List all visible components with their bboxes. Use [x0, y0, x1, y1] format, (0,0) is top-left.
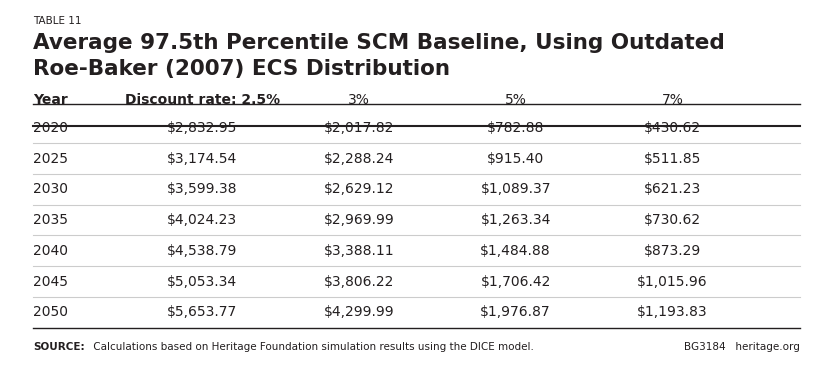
Text: Discount rate: 2.5%: Discount rate: 2.5%: [125, 93, 280, 107]
Text: 2050: 2050: [33, 305, 68, 319]
Text: $1,193.83: $1,193.83: [637, 305, 708, 319]
Text: $3,174.54: $3,174.54: [167, 152, 238, 166]
Text: $621.23: $621.23: [644, 182, 701, 196]
Text: $730.62: $730.62: [644, 213, 701, 227]
Text: BG3184   heritage.org: BG3184 heritage.org: [685, 342, 800, 352]
Text: Year: Year: [33, 93, 68, 107]
Text: 2020: 2020: [33, 121, 68, 135]
Text: $1,015.96: $1,015.96: [637, 275, 708, 289]
Text: $2,017.82: $2,017.82: [323, 121, 394, 135]
Text: $511.85: $511.85: [644, 152, 701, 166]
Text: $1,089.37: $1,089.37: [480, 182, 551, 196]
Text: $873.29: $873.29: [644, 244, 701, 258]
Text: TABLE 11: TABLE 11: [33, 16, 82, 26]
Text: $2,288.24: $2,288.24: [323, 152, 394, 166]
Text: Calculations based on Heritage Foundation simulation results using the DICE mode: Calculations based on Heritage Foundatio…: [90, 342, 534, 352]
Text: $4,538.79: $4,538.79: [167, 244, 238, 258]
Text: $1,484.88: $1,484.88: [480, 244, 551, 258]
Text: 2030: 2030: [33, 182, 68, 196]
Text: 2045: 2045: [33, 275, 68, 289]
Text: 7%: 7%: [662, 93, 683, 107]
Text: $915.40: $915.40: [487, 152, 544, 166]
Text: $4,024.23: $4,024.23: [167, 213, 238, 227]
Text: SOURCE:: SOURCE:: [33, 342, 85, 352]
Text: 5%: 5%: [505, 93, 526, 107]
Text: $2,969.99: $2,969.99: [323, 213, 394, 227]
Text: 2040: 2040: [33, 244, 68, 258]
Text: $2,832.95: $2,832.95: [167, 121, 238, 135]
Text: Roe-Baker (2007) ECS Distribution: Roe-Baker (2007) ECS Distribution: [33, 59, 450, 79]
Text: 2035: 2035: [33, 213, 68, 227]
Text: $3,599.38: $3,599.38: [167, 182, 238, 196]
Text: $1,263.34: $1,263.34: [480, 213, 551, 227]
Text: 3%: 3%: [348, 93, 370, 107]
Text: $430.62: $430.62: [644, 121, 701, 135]
Text: $3,388.11: $3,388.11: [323, 244, 394, 258]
Text: $4,299.99: $4,299.99: [323, 305, 394, 319]
Text: $5,053.34: $5,053.34: [167, 275, 238, 289]
Text: $782.88: $782.88: [487, 121, 544, 135]
Text: $3,806.22: $3,806.22: [323, 275, 394, 289]
Text: 2025: 2025: [33, 152, 68, 166]
Text: $1,706.42: $1,706.42: [480, 275, 551, 289]
Text: Average 97.5th Percentile SCM Baseline, Using Outdated: Average 97.5th Percentile SCM Baseline, …: [33, 33, 724, 53]
Text: $5,653.77: $5,653.77: [167, 305, 238, 319]
Text: $2,629.12: $2,629.12: [323, 182, 394, 196]
Text: $1,976.87: $1,976.87: [480, 305, 551, 319]
